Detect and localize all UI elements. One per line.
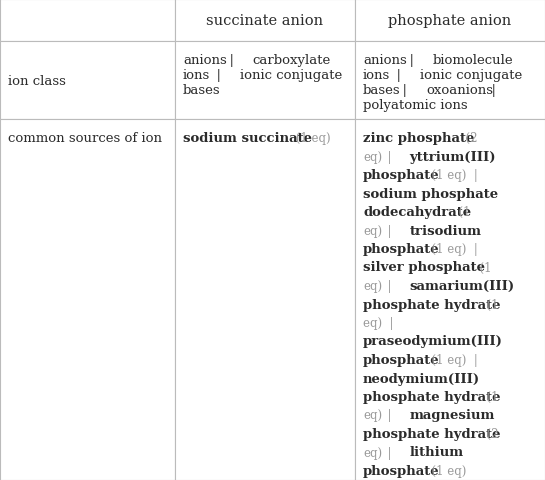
Text: (1 eq)  |: (1 eq) |: [424, 168, 478, 181]
Text: biomolecule: biomolecule: [432, 54, 513, 67]
Text: |: |: [401, 54, 422, 67]
Text: (1: (1: [479, 298, 498, 311]
Bar: [175, 0, 355, 42]
Text: (2: (2: [479, 427, 498, 440]
Bar: [355, 0, 545, 42]
Text: yttrium(III): yttrium(III): [409, 150, 496, 163]
Text: |: |: [483, 84, 496, 97]
Text: lithium: lithium: [409, 445, 464, 458]
Text: |: |: [380, 150, 399, 163]
Text: (1: (1: [451, 205, 471, 218]
Text: |: |: [380, 224, 399, 237]
Text: |: |: [208, 69, 229, 82]
Text: bases: bases: [363, 84, 401, 97]
Bar: [355, 42, 545, 120]
Text: phosphate hydrate: phosphate hydrate: [363, 298, 500, 311]
Text: sodium phosphate: sodium phosphate: [363, 187, 498, 200]
Bar: [175, 120, 355, 480]
Text: (1: (1: [479, 390, 498, 403]
Text: (1 eq)  |: (1 eq) |: [424, 353, 478, 366]
Text: |: |: [221, 54, 243, 67]
Text: ions: ions: [183, 69, 210, 82]
Text: anions: anions: [363, 54, 407, 67]
Text: sodium succinate: sodium succinate: [183, 132, 312, 144]
Text: zinc phosphate: zinc phosphate: [363, 132, 474, 144]
Bar: [0, 120, 175, 480]
Text: (1 eq)  |: (1 eq) |: [424, 242, 478, 255]
Text: praseodymium(III): praseodymium(III): [363, 335, 503, 348]
Text: dodecahydrate: dodecahydrate: [363, 205, 471, 218]
Text: anions: anions: [183, 54, 227, 67]
Text: eq): eq): [363, 279, 382, 292]
Text: phosphate hydrate: phosphate hydrate: [363, 390, 500, 403]
Bar: [175, 42, 355, 120]
Text: ions: ions: [363, 69, 390, 82]
Text: polyatomic ions: polyatomic ions: [363, 99, 468, 112]
Text: ionic conjugate: ionic conjugate: [420, 69, 522, 82]
Text: eq): eq): [363, 150, 382, 163]
Text: succinate anion: succinate anion: [207, 14, 324, 28]
Text: trisodium: trisodium: [409, 224, 481, 237]
Text: eq): eq): [363, 224, 382, 237]
Text: silver phosphate: silver phosphate: [363, 261, 485, 274]
Text: eq)  |: eq) |: [363, 316, 393, 329]
Text: eq): eq): [363, 445, 382, 458]
Text: eq): eq): [363, 408, 382, 421]
Text: neodymium(III): neodymium(III): [363, 372, 480, 384]
Text: (1 eq): (1 eq): [292, 132, 330, 144]
Text: ion class: ion class: [8, 74, 66, 87]
Text: |: |: [388, 69, 410, 82]
Bar: [0, 0, 175, 42]
Text: bases: bases: [183, 84, 221, 97]
Text: |: |: [380, 279, 399, 292]
Text: samarium(III): samarium(III): [409, 279, 514, 292]
Text: (1 eq): (1 eq): [424, 464, 467, 477]
Text: phosphate: phosphate: [363, 168, 440, 181]
Text: common sources of ion: common sources of ion: [8, 132, 162, 144]
Text: (2: (2: [458, 132, 478, 144]
Text: oxoanions: oxoanions: [426, 84, 493, 97]
Text: |: |: [395, 84, 416, 97]
Text: |: |: [380, 445, 399, 458]
Text: magnesium: magnesium: [409, 408, 495, 421]
Text: (1: (1: [472, 261, 491, 274]
Text: ionic conjugate: ionic conjugate: [240, 69, 342, 82]
Bar: [355, 120, 545, 480]
Bar: [0, 42, 175, 120]
Text: phosphate: phosphate: [363, 464, 440, 477]
Text: phosphate: phosphate: [363, 242, 440, 255]
Text: |: |: [380, 408, 399, 421]
Text: phosphate anion: phosphate anion: [389, 14, 512, 28]
Text: carboxylate: carboxylate: [252, 54, 331, 67]
Text: phosphate: phosphate: [363, 353, 440, 366]
Text: phosphate hydrate: phosphate hydrate: [363, 427, 500, 440]
